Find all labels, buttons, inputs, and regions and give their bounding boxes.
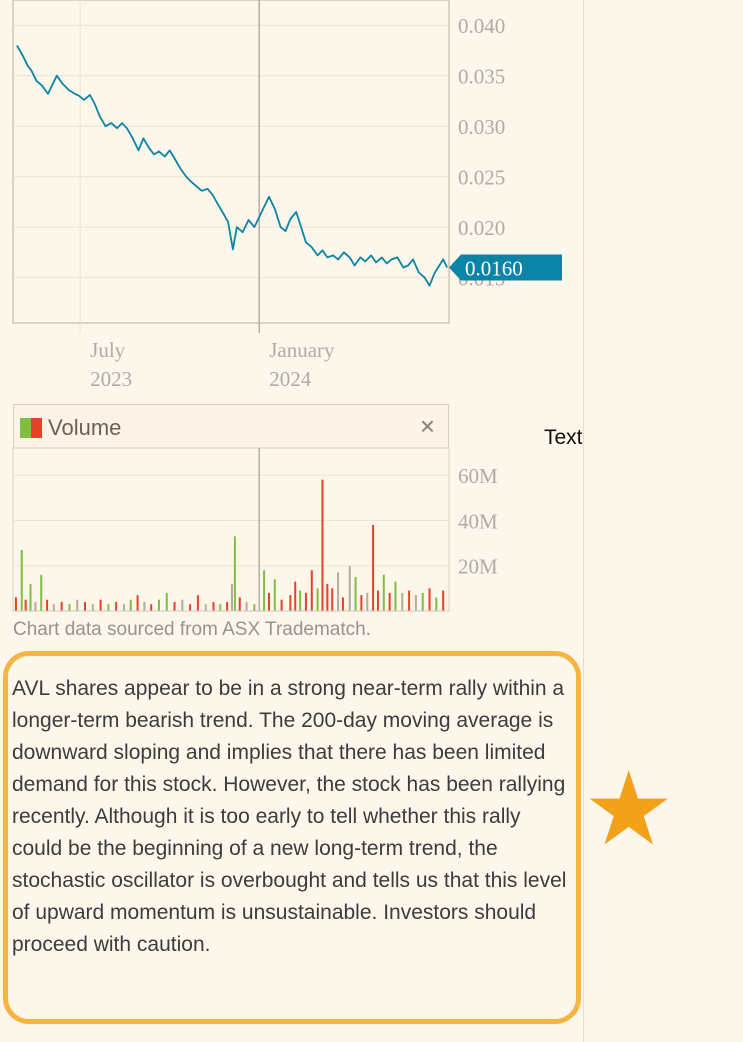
volume-bar: [414, 595, 417, 611]
volume-bar: [372, 524, 375, 611]
volume-bar: [189, 604, 192, 611]
volume-bar: [394, 581, 397, 611]
price-y-tick-label: 0.025: [458, 166, 505, 190]
volume-bar: [267, 592, 270, 611]
volume-bar: [196, 595, 199, 611]
volume-bar: [99, 599, 102, 611]
volume-bar: [273, 579, 276, 611]
volume-bar: [150, 604, 153, 611]
volume-bar: [136, 595, 139, 611]
volume-bar: [382, 574, 385, 611]
commentary-text: AVL shares appear to be in a strong near…: [12, 677, 567, 956]
volume-bar: [52, 604, 55, 611]
volume-bar: [20, 549, 23, 611]
page-column-divider: [583, 0, 584, 1042]
volume-bar: [230, 583, 233, 611]
volume-bar: [233, 536, 236, 611]
volume-bar: [401, 592, 404, 611]
volume-bar: [253, 604, 256, 611]
volume-legend-swatch: [20, 418, 42, 438]
volume-bar: [376, 590, 379, 611]
volume-bar: [428, 588, 431, 611]
volume-bar: [46, 599, 49, 611]
volume-y-tick-label: 20M: [458, 555, 498, 579]
volume-bar: [442, 590, 445, 611]
volume-bar: [157, 599, 160, 611]
volume-bar: [219, 604, 222, 611]
volume-bar: [245, 601, 248, 611]
close-icon[interactable]: ×: [419, 411, 435, 441]
volume-bar: [304, 592, 307, 611]
volume-bar: [29, 583, 32, 611]
price-y-tick-label: 0.030: [458, 115, 505, 139]
volume-bar: [181, 599, 184, 611]
volume-bar: [366, 592, 369, 611]
volume-bar: [238, 597, 241, 611]
volume-bar: [84, 601, 87, 611]
volume-bar: [122, 604, 125, 611]
volume-y-tick-label: 60M: [458, 464, 498, 488]
volume-bar: [341, 597, 344, 611]
price-x-tick-year-label: 2023: [90, 367, 132, 391]
volume-bar: [91, 604, 94, 611]
price-plot-area: [12, 0, 450, 324]
volume-bar: [280, 599, 283, 611]
volume-bar: [360, 595, 363, 611]
volume-bar: [321, 479, 324, 611]
price-y-tick-label: 0.020: [458, 216, 505, 240]
volume-bar: [129, 599, 132, 611]
volume-bar: [299, 590, 302, 611]
data-source-note: Chart data sourced from ASX Tradematch.: [13, 619, 372, 640]
volume-bar: [24, 599, 27, 611]
volume-bar: [421, 592, 424, 611]
side-text-label: Text: [544, 426, 583, 449]
last-price-tag: [449, 254, 562, 281]
volume-bar: [326, 583, 329, 611]
volume-bar: [173, 601, 176, 611]
volume-bar: [68, 604, 71, 611]
volume-panel-header: Volume ×: [13, 404, 449, 448]
price-chart: 0.0400.0350.0300.0250.0200.015July2023Ja…: [12, 0, 562, 391]
commentary-highlight-box: [3, 651, 581, 1024]
price-x-tick-year-label: 2024: [269, 367, 312, 391]
price-x-tick-label: July: [90, 338, 126, 362]
volume-bar: [115, 601, 118, 611]
volume-bar: [226, 601, 229, 611]
volume-bar: [408, 590, 411, 611]
star-icon: ★: [583, 752, 675, 866]
price-series-line: [16, 44, 448, 287]
volume-bar: [143, 601, 146, 611]
volume-y-tick-label: 40M: [458, 509, 498, 533]
volume-bar: [435, 597, 438, 611]
volume-bar: [107, 604, 110, 611]
volume-bar: [337, 572, 340, 611]
volume-bar: [76, 599, 79, 611]
volume-bar: [212, 601, 215, 611]
volume-bar: [263, 570, 266, 611]
price-x-tick-label: January: [269, 338, 335, 362]
volume-bar: [348, 565, 351, 611]
volume-bar: [354, 577, 357, 611]
last-price-label: 0.0160: [465, 256, 523, 280]
volume-bar: [331, 588, 334, 611]
price-y-tick-label: 0.035: [458, 65, 505, 89]
volume-bar: [165, 592, 168, 611]
volume-chart: 60M 40M 20M: [12, 447, 498, 612]
volume-bar: [40, 574, 43, 611]
volume-bar: [294, 581, 297, 611]
volume-bar: [289, 595, 292, 611]
volume-bar: [316, 588, 319, 611]
volume-bar: [34, 601, 37, 611]
volume-bar: [204, 604, 207, 611]
volume-panel-title: Volume: [48, 415, 122, 440]
price-y-tick-label: 0.040: [458, 14, 505, 38]
volume-bar: [388, 592, 391, 611]
volume-bar: [60, 601, 63, 611]
volume-bar: [14, 597, 17, 611]
volume-bar: [310, 570, 313, 611]
